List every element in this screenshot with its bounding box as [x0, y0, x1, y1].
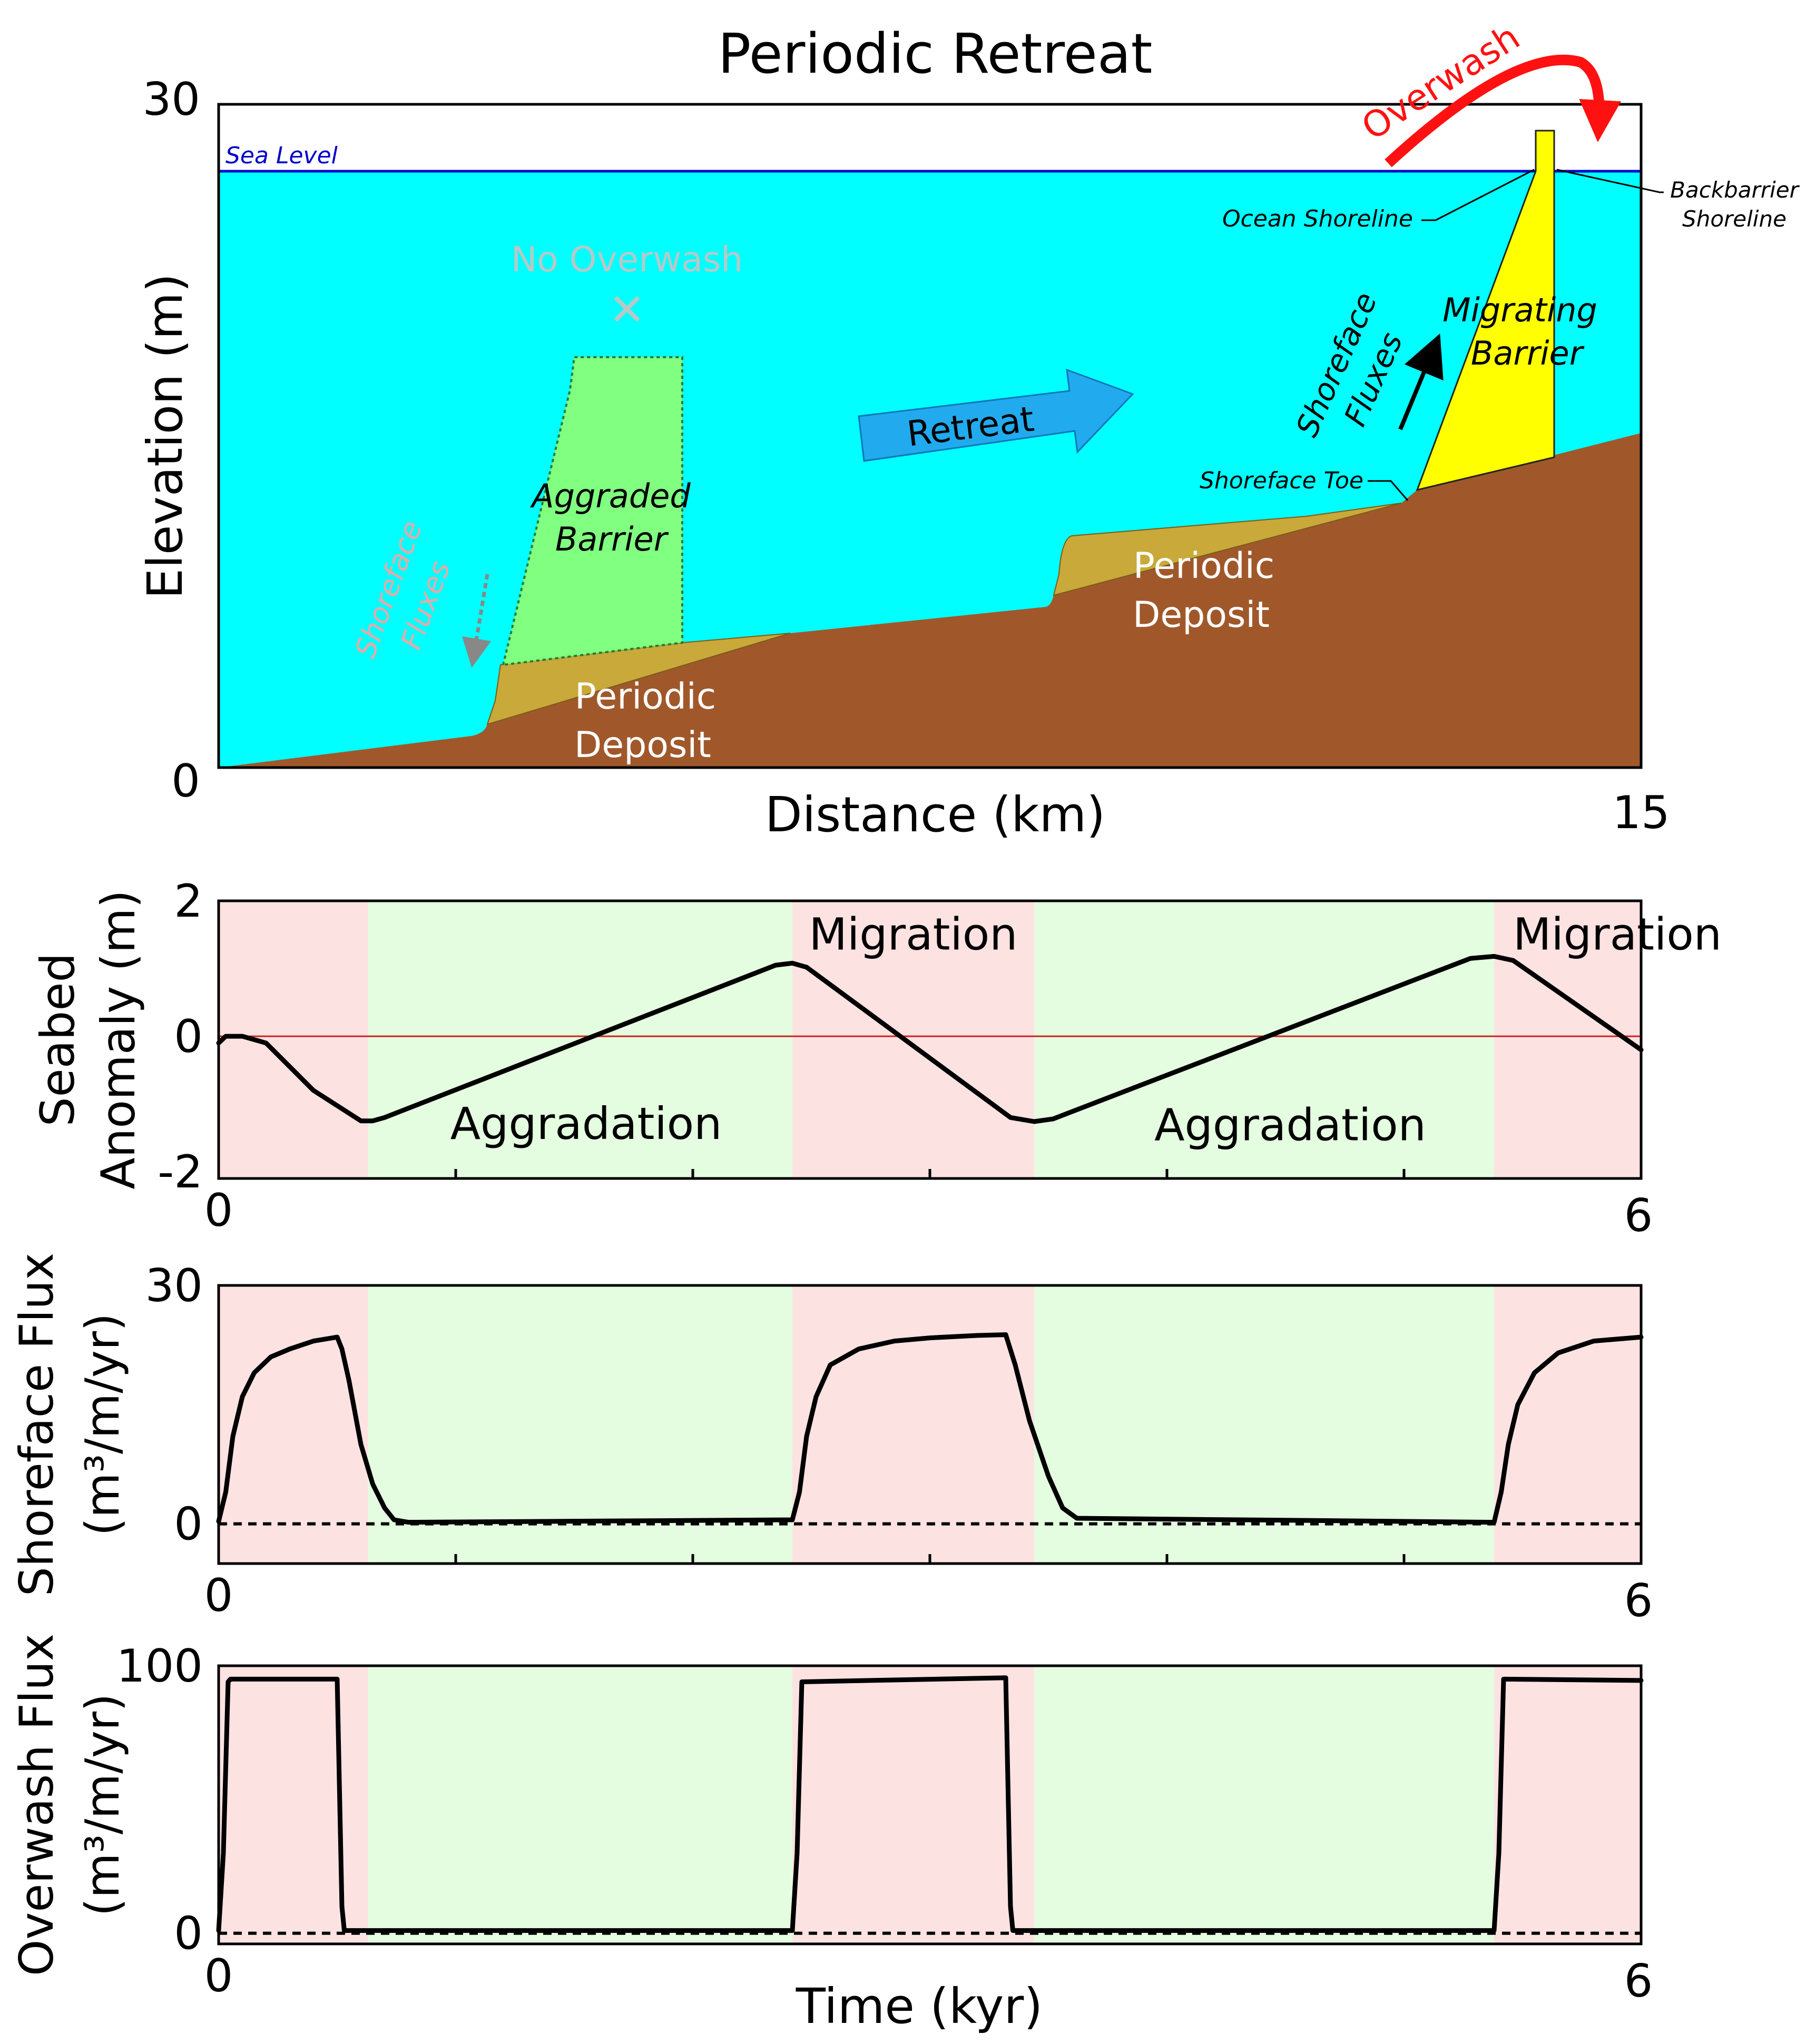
migrating-barrier: [1416, 130, 1555, 492]
y-tick-label: 2: [174, 875, 203, 928]
retreat-arrow: [858, 368, 1134, 462]
y-tick-label: 0: [174, 1498, 203, 1551]
periodic-deposit-right: [1053, 503, 1402, 596]
y-tick-label: 30: [145, 1260, 203, 1312]
phase-label: Migration: [809, 908, 1017, 960]
y-axis-label-line1: Shoreface Flux: [9, 1253, 64, 1596]
aggradation-band: [1034, 1666, 1494, 1944]
shoreface-fluxes-down-arrow: [462, 574, 492, 668]
y-tick-label: 0: [174, 1908, 203, 1960]
backbarrier-shoreline-leader: [1556, 169, 1664, 193]
ocean-shoreline-leader: [1421, 169, 1535, 221]
periodic-deposit-left-label-1: Periodic: [575, 676, 716, 718]
no-overwash-label: No Overwash: [511, 239, 743, 280]
migration-band: [792, 901, 1034, 1178]
periodic-deposit-right-label-2: Deposit: [1133, 594, 1270, 636]
series-line: [216, 954, 1644, 1124]
x-tick-label: 0: [204, 1950, 233, 2002]
shoreface-flux-panel: 30 00 6 Shoreface Flux (m³/m/yr): [9, 1253, 1653, 1627]
distance-tick-right: 15: [1612, 787, 1670, 839]
aggradation-band: [368, 1666, 792, 1944]
aggraded-barrier-label-1: Aggraded: [529, 477, 691, 515]
overwash-arrow: [1385, 54, 1622, 168]
periodic-deposit-left-label-2: Deposit: [574, 724, 711, 766]
y-axis-label-line2: (m³/m/yr): [75, 1313, 130, 1536]
overwash-flux-panel: 100 00 6 Overwash Flux (m³/m/yr) Time (kyr): [9, 1634, 1653, 2035]
cross-section-frame: [217, 103, 1643, 769]
figure-title: Periodic Retreat: [718, 22, 1153, 86]
migration-band: [219, 901, 368, 1178]
time-axis-label: Time (kyr): [796, 1978, 1043, 2035]
series-line: [216, 1332, 1644, 1525]
series-line: [216, 1675, 1644, 1933]
migration-band: [219, 1285, 368, 1564]
elevation-tick-top: 30: [143, 73, 200, 126]
sea-level-label: Sea Level: [225, 142, 338, 169]
phase-label: Aggradation: [450, 1098, 722, 1149]
migrating-barrier-label-2: Barrier: [1471, 334, 1585, 372]
y-axis-label-line1: Seabed: [31, 953, 85, 1127]
migration-band: [1494, 1666, 1641, 1944]
phase-label: Migration: [1513, 908, 1722, 960]
x-tick-label: 6: [1624, 1955, 1653, 2008]
y-axis-label-line2: (m³/m/yr): [75, 1694, 130, 1917]
migration-band: [792, 1285, 1034, 1564]
aggraded-barrier: [502, 356, 683, 666]
x-tick-label: 0: [204, 1184, 233, 1237]
y-tick-label: -2: [158, 1146, 203, 1198]
migration-band: [1494, 901, 1641, 1178]
panel-frame: [217, 1664, 1643, 1945]
backbarrier-shoreline-label-1: Backbarrier: [1670, 177, 1800, 203]
y-tick-label: 100: [116, 1640, 203, 1693]
x-tick-label: 6: [1624, 1190, 1653, 1242]
backbarrier-shoreline-label-2: Shoreline: [1682, 206, 1787, 232]
migration-band: [219, 1666, 368, 1944]
shoreface-fluxes-up-arrow: [1398, 333, 1444, 430]
phase-label: Aggradation: [1154, 1099, 1426, 1151]
y-axis-label-line2: Anomaly (m): [91, 890, 145, 1189]
cross-section-panel: 30 0 15 Distance (km) Elevation (m) Sea …: [137, 16, 1800, 843]
no-overwash-mark: ✕: [608, 284, 645, 336]
distance-axis-label: Distance (km): [765, 787, 1105, 843]
aggraded-barrier-label-2: Barrier: [555, 520, 669, 558]
x-tick-label: 0: [204, 1569, 233, 1622]
migration-band: [792, 1666, 1034, 1944]
x-tick-label: 6: [1624, 1575, 1653, 1627]
elevation-tick-bottom: 0: [171, 755, 200, 808]
migration-band: [1494, 1285, 1641, 1564]
migrating-barrier-label-1: Migrating: [1442, 291, 1597, 329]
elevation-axis-label: Elevation (m): [137, 273, 193, 599]
y-tick-label: 0: [174, 1010, 203, 1063]
shoreface-toe-label: Shoreface Toe: [1200, 467, 1363, 494]
periodic-deposit-right-label-1: Periodic: [1133, 545, 1274, 587]
ocean-shoreline-label: Ocean Shoreline: [1222, 205, 1413, 232]
shoreface-toe-leader: [1368, 480, 1409, 501]
aggradation-band: [368, 1285, 792, 1564]
y-axis-label-line1: Overwash Flux: [9, 1634, 64, 1976]
